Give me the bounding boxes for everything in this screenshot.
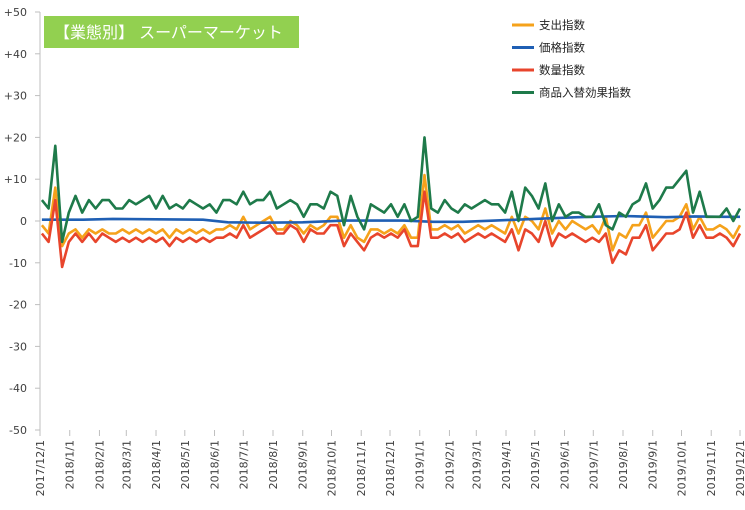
- x-tick-label: 2018/2/1: [93, 440, 106, 489]
- series-line-2: [40, 190, 742, 269]
- series-line-1: [41, 214, 740, 224]
- x-tick-label: 2019/11/1: [705, 440, 718, 496]
- x-tick-label: 2019/3/1: [470, 440, 483, 489]
- legend-label: 価格指数: [539, 41, 585, 55]
- x-tick-label: 2019/10/1: [676, 440, 689, 496]
- x-tick-label: 2018/10/1: [326, 440, 339, 496]
- legend-label: 商品入替効果指数: [539, 86, 631, 100]
- y-tick-label: +10: [4, 173, 27, 186]
- y-tick-label: 0: [20, 215, 27, 228]
- x-tick-label: 2019/1/1: [414, 440, 427, 489]
- x-tick-label: 2019/7/1: [587, 440, 600, 489]
- x-tick-label: 2018/5/1: [179, 440, 192, 489]
- y-axis-ticks: +50 +40 +30 +20 +10 0 -10 -20 -30 -40 -50: [4, 6, 40, 437]
- y-tick-label: +30: [4, 90, 27, 103]
- series-lines: [40, 136, 742, 269]
- series-line-0: [40, 173, 742, 252]
- y-tick-label: +50: [4, 6, 27, 19]
- chart-title: 【業態別】 スーパーマーケット: [54, 23, 283, 42]
- x-tick-label: 2017/12/1: [34, 440, 47, 496]
- legend-label: 数量指数: [539, 63, 585, 77]
- x-tick-label: 2019/9/1: [647, 440, 660, 489]
- x-tick-label: 2018/9/1: [297, 440, 310, 489]
- y-tick-label: +20: [4, 131, 27, 144]
- x-tick-label: 2018/7/1: [237, 440, 250, 489]
- x-axis-ticks: 2017/12/1 2018/1/1 2018/2/1 2018/3/1 2018/4/…: [34, 430, 745, 496]
- chart-title-background: [44, 16, 299, 48]
- y-tick-label: -10: [9, 257, 27, 270]
- x-tick-label: 2018/11/1: [355, 440, 368, 496]
- x-tick-label: 2019/8/1: [617, 440, 630, 489]
- legend-label: 支出指数: [539, 18, 585, 32]
- x-tick-label: 2018/8/1: [267, 440, 280, 489]
- x-tick-label: 2018/1/1: [64, 440, 77, 489]
- series-line-3: [40, 136, 742, 244]
- x-tick-label: 2019/6/1: [559, 440, 572, 489]
- chart-title-box: 【業態別】 スーパーマーケット: [44, 16, 299, 48]
- x-tick-label: 2018/3/1: [120, 440, 133, 489]
- x-tick-label: 2019/2/1: [443, 440, 456, 489]
- y-tick-label: -30: [9, 340, 27, 353]
- y-tick-label: -40: [9, 382, 27, 395]
- x-tick-label: 2019/4/1: [500, 440, 513, 489]
- y-tick-label: +40: [4, 48, 27, 61]
- y-tick-label: -20: [9, 299, 27, 312]
- y-tick-label: -50: [9, 424, 27, 437]
- x-tick-label: 2018/4/1: [150, 440, 163, 489]
- x-tick-label: 2019/12/1: [734, 440, 745, 496]
- x-tick-label: 2018/6/1: [209, 440, 222, 489]
- x-tick-label: 2019/5/1: [529, 440, 542, 489]
- x-tick-label: 2018/12/1: [384, 440, 397, 496]
